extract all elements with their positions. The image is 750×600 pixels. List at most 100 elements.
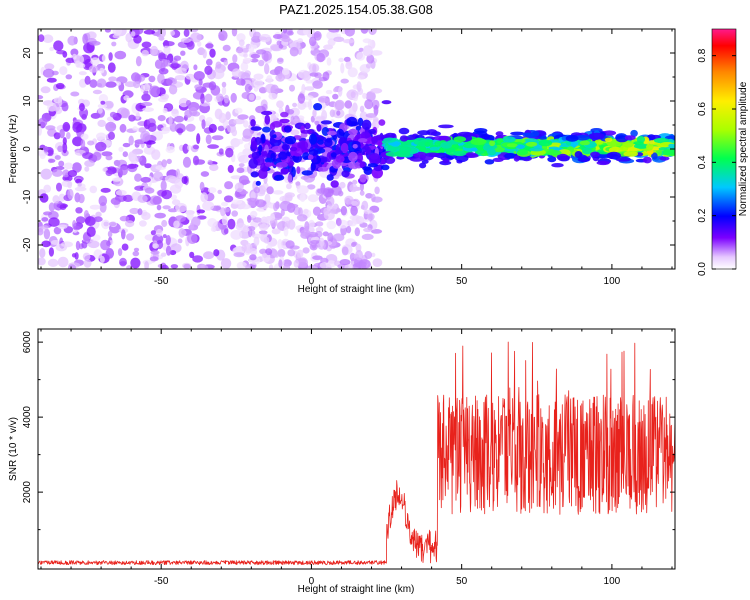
heatmap-cell [43, 146, 49, 153]
heatmap-cell [77, 182, 82, 187]
heatmap-cell [261, 134, 266, 144]
heatmap-cell [122, 151, 128, 158]
heatmap-cell [162, 107, 168, 114]
heatmap-cell [373, 104, 379, 116]
heatmap-cell [278, 259, 283, 268]
heatmap-cell [177, 238, 183, 244]
heatmap-cell [622, 141, 634, 148]
heatmap-cell [104, 29, 111, 33]
heatmap-cell [329, 208, 337, 214]
heatmap-cell [333, 36, 345, 42]
heatmap-cell [221, 86, 227, 96]
heatmap-cell [46, 77, 57, 83]
heatmap-cell [351, 241, 358, 246]
heatmap-cell [370, 229, 383, 234]
heatmap-cell [218, 148, 224, 155]
heatmap-cell [144, 261, 149, 269]
heatmap-cell [276, 40, 283, 46]
heatmap-cell [163, 44, 171, 55]
heatmap-cell [57, 224, 68, 230]
heatmap-cell [594, 139, 604, 145]
heatmap-cell [356, 51, 366, 61]
heatmap-cell [384, 156, 396, 164]
heatmap-cell [127, 163, 137, 169]
heatmap-cell [105, 248, 115, 259]
heatmap-cell [278, 151, 288, 160]
heatmap-cell [302, 152, 310, 161]
heatmap-cell [137, 208, 143, 216]
heatmap-cell [328, 29, 340, 33]
heatmap-cell [255, 180, 261, 186]
heatmap-cell [141, 93, 151, 102]
heatmap-cell [311, 163, 316, 171]
heatmap-cell [344, 100, 353, 109]
heatmap-cell [529, 147, 544, 152]
heatmap-cell [272, 34, 283, 39]
heatmap-cell [139, 220, 147, 227]
heatmap-cell [105, 169, 113, 177]
heatmap-cell [150, 45, 159, 56]
heatmap-cell [442, 157, 450, 164]
heatmap-cell [290, 129, 300, 136]
heatmap-cell [202, 82, 214, 88]
heatmap-cell [41, 217, 49, 222]
heatmap-cell [317, 188, 329, 195]
heatmap-cell [143, 29, 156, 35]
spectrogram-y-ticks: -20 -10 0 10 20 [22, 28, 675, 270]
heatmap-cell [596, 160, 610, 166]
heatmap-cell [173, 55, 182, 61]
heatmap-cell [150, 230, 156, 236]
heatmap-cell [606, 151, 621, 160]
heatmap-cell [356, 152, 363, 163]
heatmap-cell [110, 197, 121, 205]
heatmap-cell [285, 240, 295, 249]
heatmap-cell [287, 203, 299, 208]
heatmap-cell [538, 136, 547, 140]
heatmap-cell [204, 65, 213, 76]
figure-title: PAZ1.2025.154.05.38.G08 [279, 2, 433, 17]
heatmap-cell [648, 140, 656, 145]
heatmap-cell [282, 29, 288, 34]
heatmap-cell [495, 131, 504, 137]
heatmap-cell [230, 229, 243, 240]
heatmap-cell [54, 155, 61, 160]
heatmap-cell [130, 156, 139, 165]
heatmap-cell [355, 125, 362, 131]
heatmap-cell [83, 259, 92, 268]
heatmap-cell [287, 174, 293, 183]
heatmap-cell [250, 53, 260, 59]
heatmap-cell [97, 107, 103, 114]
heatmap-cell [248, 158, 258, 169]
heatmap-cell [236, 261, 248, 269]
heatmap-cell [346, 92, 351, 97]
heatmap-cell [381, 100, 392, 105]
heatmap-cell [374, 186, 380, 195]
heatmap-cell [352, 179, 358, 185]
heatmap-cell [251, 140, 258, 150]
y-tick-label: 2000 [22, 481, 33, 504]
heatmap-cell [668, 143, 675, 148]
heatmap-cell [150, 250, 160, 255]
heatmap-cell [162, 205, 171, 210]
heatmap-cell [253, 86, 259, 92]
heatmap-cell [86, 226, 96, 237]
heatmap-cell [517, 149, 529, 156]
heatmap-cell [222, 44, 231, 52]
heatmap-cell [62, 169, 70, 178]
heatmap-cell [380, 157, 386, 165]
heatmap-cell [174, 178, 184, 189]
heatmap-cell [128, 114, 136, 122]
heatmap-cell [336, 128, 345, 139]
heatmap-cell [268, 92, 278, 100]
heatmap-cell [38, 228, 44, 236]
colorbar-tick-label: 0.2 [697, 208, 708, 222]
heatmap-cell [286, 183, 292, 190]
heatmap-cell [279, 118, 290, 124]
heatmap-cell [153, 171, 164, 182]
heatmap-cell [525, 141, 538, 147]
heatmap-cell [510, 131, 525, 136]
heatmap-cell [280, 167, 289, 175]
heatmap-cell [338, 190, 344, 197]
heatmap-cell [59, 128, 65, 139]
heatmap-cell [53, 226, 62, 235]
